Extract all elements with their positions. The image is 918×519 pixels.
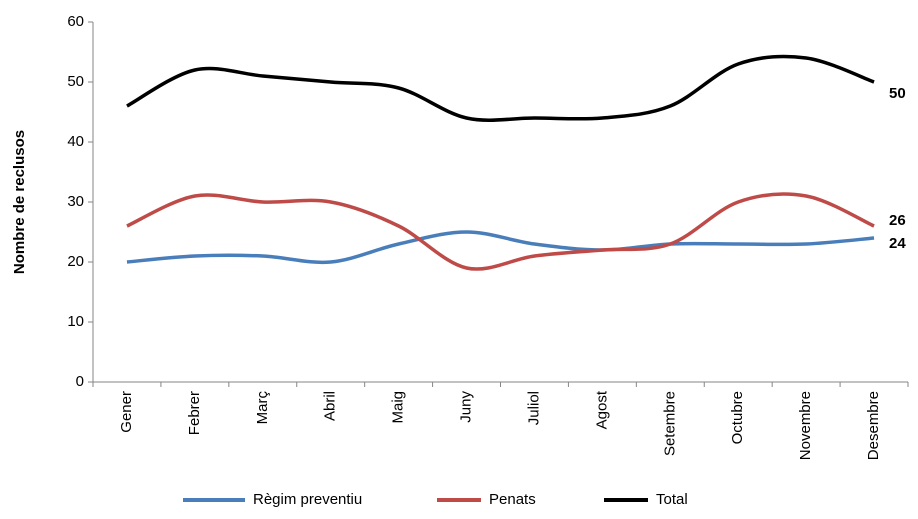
- series-line: [126, 192, 875, 271]
- y-tick-label: 10: [67, 313, 84, 330]
- x-tick-label: Octubre: [729, 391, 746, 444]
- data-label: 24: [889, 235, 906, 252]
- y-tick-label: 60: [67, 13, 84, 30]
- series-line: [126, 230, 875, 265]
- x-tick-label: Setembre: [661, 391, 678, 456]
- data-label: 50: [889, 85, 906, 102]
- x-tick-label: Desembre: [865, 391, 882, 460]
- y-tick-label: 30: [67, 193, 84, 210]
- y-tick-label: 0: [76, 373, 84, 390]
- x-tick-label: Gener: [118, 391, 135, 433]
- x-tick-label: Abril: [322, 391, 339, 421]
- legend-label: Règim preventiu: [253, 491, 362, 508]
- x-tick-label: Febrer: [186, 391, 203, 435]
- y-tick-label: 50: [67, 73, 84, 90]
- y-axis-label: Nombre de reclusos: [11, 130, 28, 274]
- x-tick-label: Novembre: [797, 391, 814, 460]
- legend-label: Penats: [489, 491, 536, 508]
- series-line: [126, 54, 875, 122]
- x-tick-label: Març: [254, 391, 271, 425]
- x-tick-label: Maig: [390, 391, 407, 424]
- data-label: 26: [889, 212, 906, 229]
- y-tick-label: 20: [67, 253, 84, 270]
- y-tick-label: 40: [67, 133, 84, 150]
- x-tick-label: Juliol: [525, 391, 542, 425]
- x-tick-label: Agost: [593, 390, 610, 429]
- x-tick-label: Juny: [458, 391, 475, 423]
- legend-label: Total: [656, 491, 688, 508]
